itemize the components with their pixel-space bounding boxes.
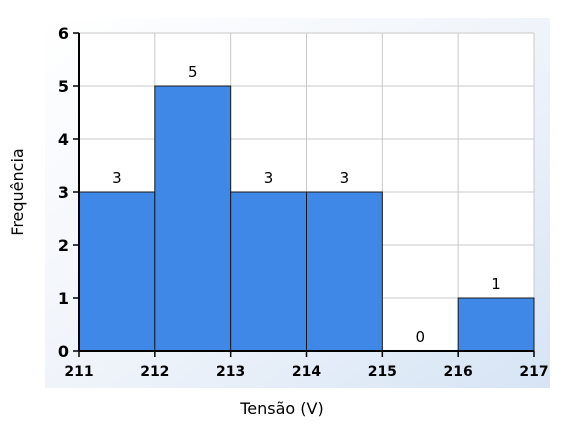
x-tick-label: 217: [519, 364, 548, 380]
x-tick-label: 214: [292, 364, 321, 380]
y-tick-label: 3: [58, 183, 69, 202]
axes: [73, 32, 535, 357]
x-tick-labels: 211 212 213 214 215 216 217: [64, 364, 548, 380]
histogram-bar: [78, 191, 156, 352]
y-tick-label: 1: [58, 289, 69, 308]
bar-value-label: 5: [188, 63, 198, 81]
x-tick-label: 213: [216, 364, 245, 380]
bar-value-label: 1: [491, 275, 501, 293]
y-tick-label: 0: [58, 342, 69, 361]
x-tick-label: 212: [140, 364, 169, 380]
y-tick-labels: 0 1 2 3 4 5 6: [58, 24, 69, 361]
y-tick-label: 2: [58, 236, 69, 255]
histogram-bar: [457, 297, 535, 352]
y-tick-label: 5: [58, 77, 69, 96]
bar-value-label: 3: [340, 169, 350, 187]
data-labels: 3 5 3 3 0 1: [112, 63, 501, 346]
histogram-bar: [230, 191, 308, 352]
bar-value-label: 0: [415, 328, 425, 346]
y-tick-label: 6: [58, 24, 69, 43]
x-tick-label: 211: [64, 364, 93, 380]
y-tick-label: 4: [58, 130, 69, 149]
histogram-bar: [306, 191, 383, 352]
y-axis-title: Frequência: [8, 148, 27, 235]
bars: [78, 85, 535, 352]
bar-value-label: 3: [112, 169, 122, 187]
bar-value-label: 3: [264, 169, 274, 187]
x-tick-label: 215: [368, 364, 397, 380]
histogram-bar: [154, 85, 232, 352]
x-axis-title: Tensão (V): [239, 399, 323, 418]
x-tick-label: 216: [444, 364, 473, 380]
